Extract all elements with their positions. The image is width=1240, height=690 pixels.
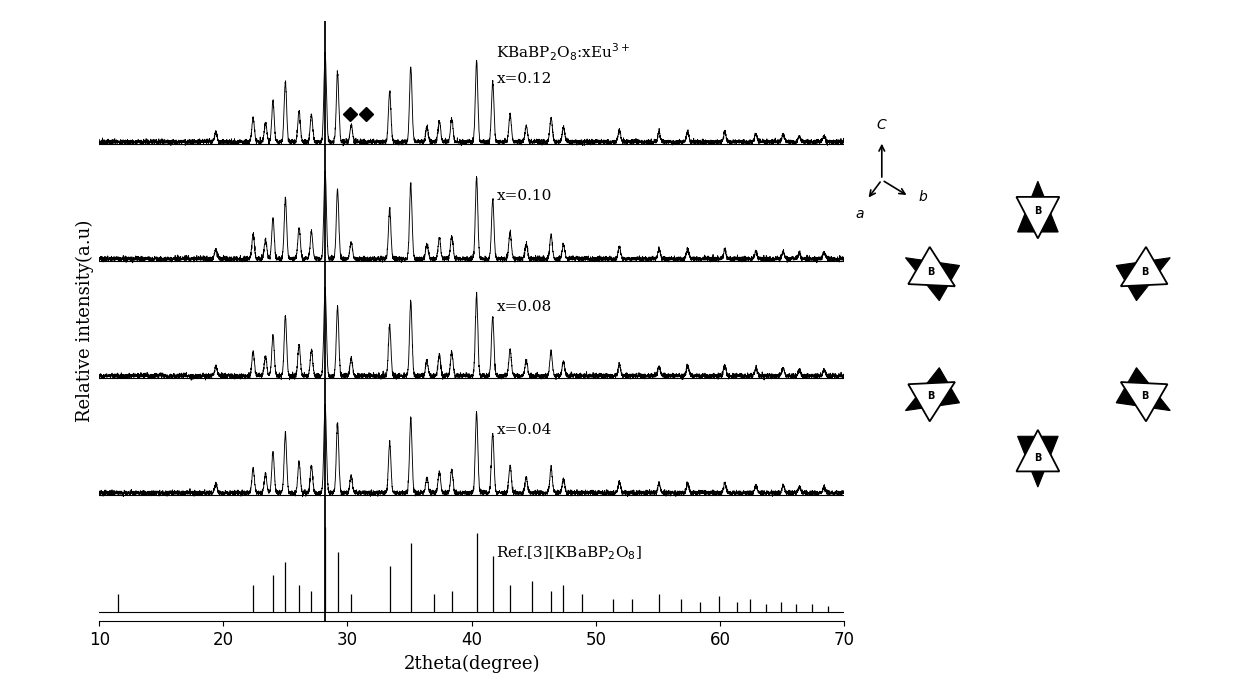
Polygon shape (1017, 430, 1059, 471)
Text: B: B (928, 391, 935, 401)
Text: Ref.[3][KBaBP$_2$O$_8$]: Ref.[3][KBaBP$_2$O$_8$] (496, 544, 642, 562)
Text: B: B (1141, 268, 1148, 277)
Text: $b$: $b$ (918, 189, 928, 204)
Polygon shape (1121, 382, 1168, 422)
Text: KBaBP$_2$O$_8$:xEu$^{3+}$: KBaBP$_2$O$_8$:xEu$^{3+}$ (496, 41, 630, 63)
Polygon shape (905, 368, 960, 411)
Text: B: B (1141, 391, 1148, 401)
Polygon shape (963, 263, 1112, 405)
Polygon shape (1018, 436, 1058, 487)
Text: B: B (928, 268, 935, 277)
Text: $C$: $C$ (875, 118, 888, 132)
Polygon shape (908, 247, 955, 286)
Text: x=0.04: x=0.04 (496, 423, 552, 437)
Polygon shape (908, 382, 955, 422)
Text: x=0.12: x=0.12 (496, 72, 552, 86)
Text: $a$: $a$ (856, 207, 864, 221)
Polygon shape (1121, 247, 1168, 286)
Text: x=0.08: x=0.08 (496, 300, 552, 315)
Polygon shape (1018, 181, 1058, 232)
X-axis label: 2theta(degree): 2theta(degree) (403, 654, 539, 673)
Polygon shape (1116, 368, 1171, 411)
Text: B: B (1034, 453, 1042, 462)
Polygon shape (1116, 258, 1171, 301)
Polygon shape (1017, 197, 1059, 238)
Y-axis label: Relative intensity(a.u): Relative intensity(a.u) (76, 219, 94, 422)
Text: B: B (1034, 206, 1042, 216)
Text: x=0.10: x=0.10 (496, 189, 552, 204)
Polygon shape (905, 258, 960, 301)
